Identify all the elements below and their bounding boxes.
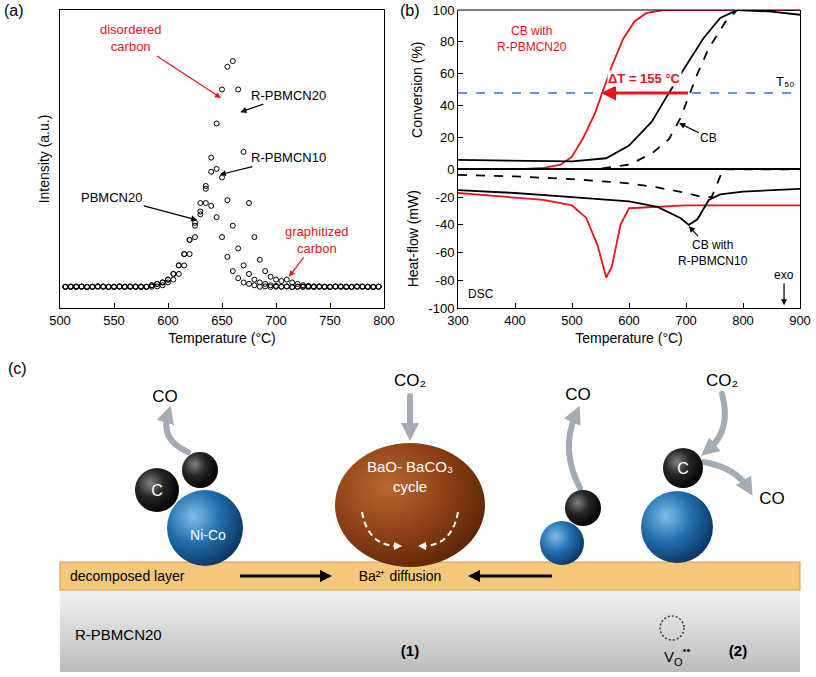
svg-text:Ni-Co: Ni-Co [190,527,226,543]
svg-text:300: 300 [447,313,469,328]
svg-text:800: 800 [732,313,754,328]
svg-text:Temperature (°C): Temperature (°C) [168,330,276,346]
svg-text:500: 500 [49,313,71,328]
svg-text:disorderedcarbon: disorderedcarbon [100,22,161,54]
svg-text:CB withR-PBMCN20: CB withR-PBMCN20 [497,24,567,54]
svg-text:C: C [677,460,689,477]
svg-text:PBMCN20: PBMCN20 [81,190,142,205]
svg-text:600: 600 [157,313,179,328]
svg-text:R-PBMCN20: R-PBMCN20 [251,88,326,103]
svg-text:650: 650 [211,313,233,328]
svg-text:-80: -80 [436,273,455,288]
svg-text:graphitizedcarbon: graphitizedcarbon [285,224,349,256]
svg-text:VO••: VO•• [664,644,690,668]
svg-text:R-PBMCN20: R-PBMCN20 [75,626,162,643]
svg-text:CB withR-PBMCN10: CB withR-PBMCN10 [678,238,748,268]
svg-text:decomposed layer: decomposed layer [70,568,185,584]
svg-text:Ba²⁺ diffusion: Ba²⁺ diffusion [359,568,442,584]
svg-text:750: 750 [319,313,341,328]
svg-text:(c): (c) [8,360,27,377]
svg-text:600: 600 [618,313,640,328]
svg-text:CO: CO [152,387,178,406]
html-text:(a): (a) [4,2,24,19]
svg-text:ΔT = 155 °C: ΔT = 155 °C [608,71,681,86]
svg-text:R-PBMCN10: R-PBMCN10 [251,150,326,165]
svg-text:BaO- BaCO₃: BaO- BaCO₃ [367,458,453,475]
svg-text:exo: exo [774,268,794,282]
svg-text:700: 700 [675,313,697,328]
svg-text:500: 500 [561,313,583,328]
svg-text:CO: CO [565,385,591,404]
svg-text:Temperature (°C): Temperature (°C) [575,330,683,346]
svg-text:20: 20 [440,130,454,145]
svg-text:-20: -20 [436,190,455,205]
svg-text:CO₂: CO₂ [394,371,426,390]
svg-text:-60: -60 [436,245,455,260]
svg-text:900: 900 [789,313,811,328]
svg-text:cycle: cycle [393,478,427,495]
svg-text:Heat-flow (mW): Heat-flow (mW) [405,190,421,287]
svg-text:-100: -100 [428,301,454,316]
svg-text:C: C [151,482,163,499]
svg-text:100: 100 [433,3,455,18]
svg-text:700: 700 [265,313,287,328]
svg-text:DSC: DSC [468,287,494,301]
svg-text:T₅₀: T₅₀ [776,74,795,89]
svg-text:-40: -40 [436,217,455,232]
svg-text:(2): (2) [729,642,747,659]
svg-text:Conversion (%): Conversion (%) [409,41,425,137]
svg-text:550: 550 [103,313,125,328]
svg-text:CB: CB [700,131,717,145]
svg-text:CO₂: CO₂ [706,371,738,390]
svg-text:CO: CO [759,489,785,508]
html-text:(b): (b) [400,2,420,19]
svg-text:(1): (1) [401,642,419,659]
svg-text:60: 60 [440,66,454,81]
svg-text:80: 80 [440,34,454,49]
svg-text:40: 40 [440,98,454,113]
svg-text:400: 400 [504,313,526,328]
svg-text:Intensity (a.u.): Intensity (a.u.) [36,115,52,204]
svg-text:800: 800 [373,313,395,328]
svg-text:0: 0 [447,162,454,177]
